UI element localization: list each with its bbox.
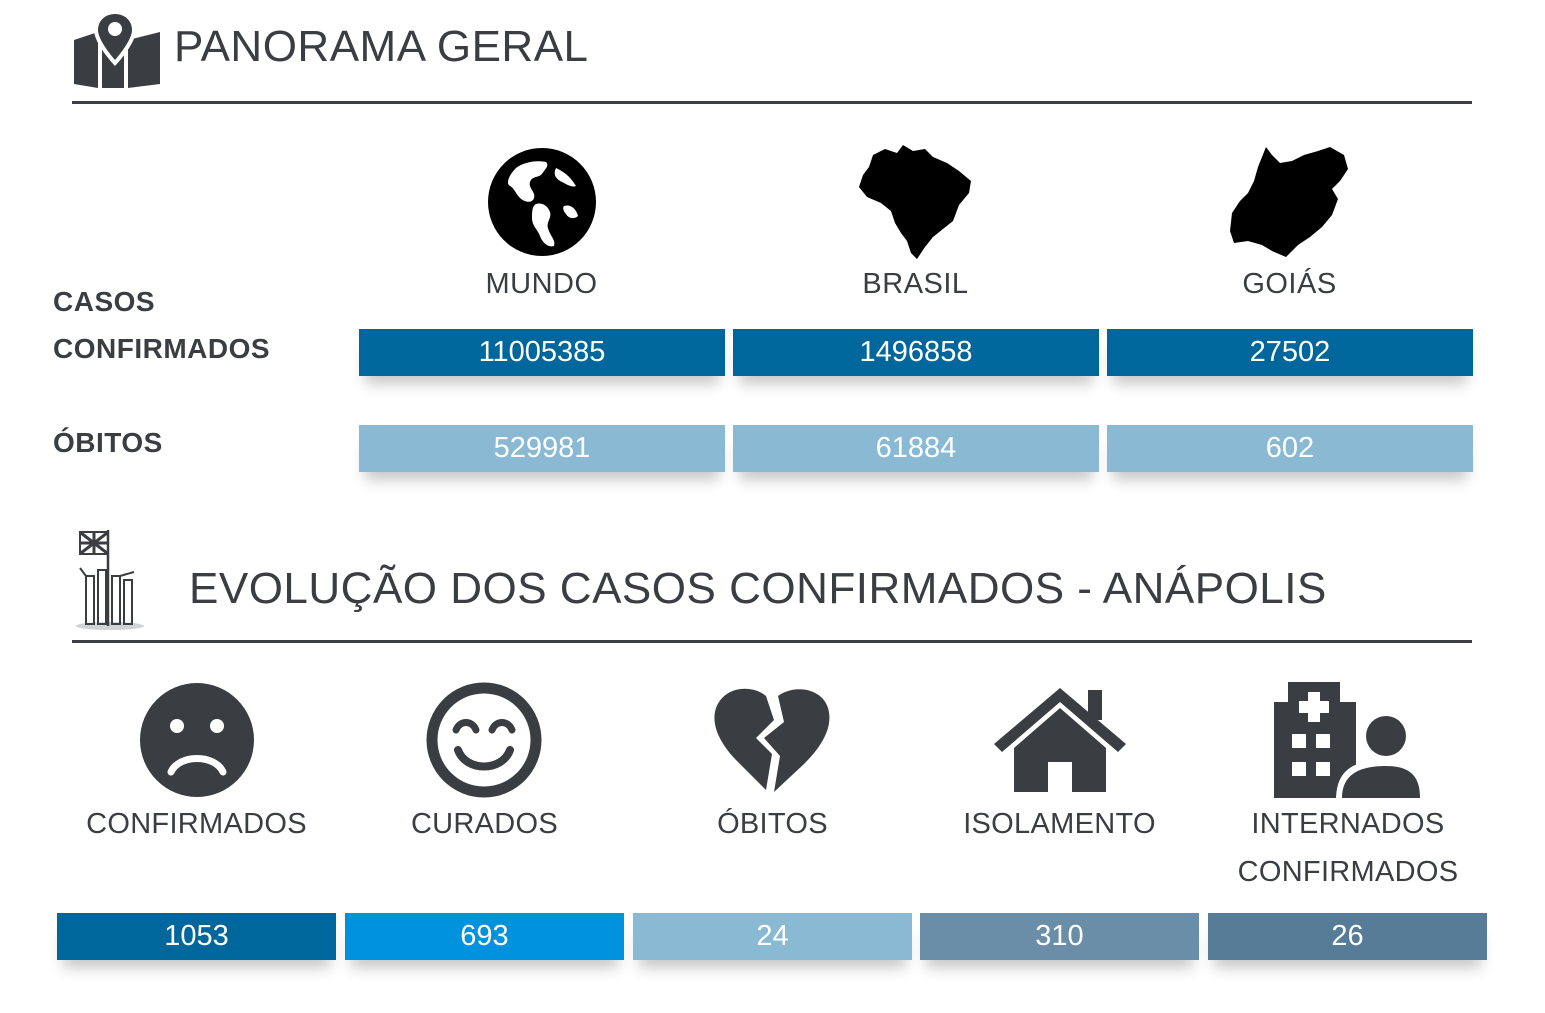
- row-label-obitos: ÓBITOS: [53, 427, 163, 458]
- brazil-map-icon: [855, 141, 977, 263]
- value-mundo-casos: 11005385: [359, 329, 725, 376]
- evolucao-divider: [72, 640, 1472, 643]
- value-confirmados: 1053: [57, 913, 336, 960]
- label-confirmados: CONFIRMADOS: [86, 808, 307, 840]
- label-internados-confirmados: INTERNADOS CONFIRMADOS: [1237, 808, 1459, 888]
- happy-face-icon: [426, 682, 542, 798]
- value-isolamento: 310: [920, 913, 1199, 960]
- value-goias-casos: 27502: [1107, 329, 1473, 376]
- value-goias-obitos: 602: [1107, 425, 1473, 472]
- evolucao-title: EVOLUÇÃO DOS CASOS CONFIRMADOS - ANÁPOLI…: [189, 564, 1327, 613]
- value-brasil-casos: 1496858: [733, 329, 1099, 376]
- value-obitos: 24: [633, 913, 912, 960]
- row-label-casos-confirmados: CASOS CONFIRMADOS: [53, 286, 271, 364]
- value-mundo-obitos: 529981: [359, 425, 725, 472]
- col-label-brasil: BRASIL: [862, 268, 969, 300]
- hospital-person-icon: [1272, 682, 1424, 800]
- label-isolamento: ISOLAMENTO: [963, 808, 1156, 840]
- label-curados: CURADOS: [410, 808, 559, 840]
- panorama-divider: [72, 101, 1472, 104]
- anapolis-monument-icon: [72, 526, 148, 632]
- value-brasil-obitos: 61884: [733, 425, 1099, 472]
- col-label-mundo: MUNDO: [485, 268, 598, 300]
- globe-icon: [486, 146, 598, 258]
- sad-face-icon: [139, 682, 255, 798]
- map-marker-icon: [70, 8, 164, 90]
- panorama-title: PANORAMA GERAL: [174, 22, 589, 71]
- col-label-goias: GOIÁS: [1242, 268, 1337, 300]
- label-obitos: ÓBITOS: [717, 808, 828, 840]
- value-internados-confirmados: 26: [1208, 913, 1487, 960]
- broken-heart-icon: [712, 686, 832, 794]
- value-curados: 693: [345, 913, 624, 960]
- house-icon: [992, 686, 1128, 794]
- goias-map-icon: [1226, 141, 1352, 263]
